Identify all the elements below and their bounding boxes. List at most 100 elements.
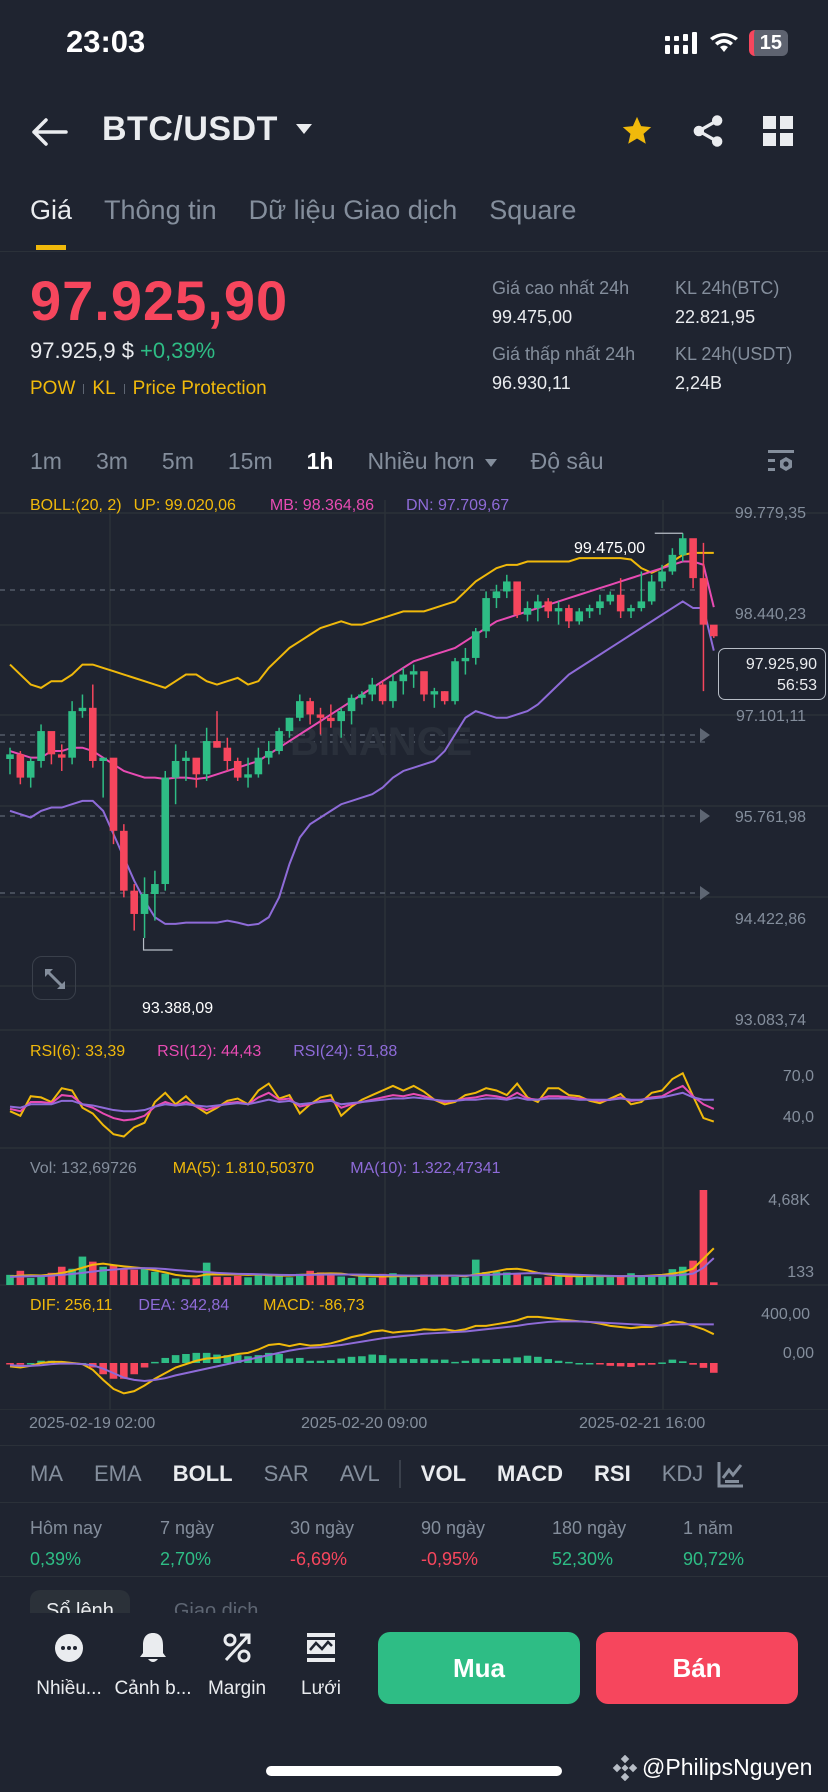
date-label: 2025-02-20 09:00	[301, 1415, 428, 1432]
price-axis-label: 94.422,86	[734, 911, 806, 928]
indicator-ma[interactable]: MA	[30, 1461, 63, 1486]
tf-depth[interactable]: Độ sâu	[530, 448, 604, 474]
vol-btc-label: KL 24h(BTC)	[675, 278, 780, 298]
grid-trading-button[interactable]: Lưới	[282, 1628, 360, 1700]
tab-trading-data[interactable]: Dữ liệu Giao dịch	[248, 195, 458, 225]
tag-kl[interactable]: KL	[92, 378, 116, 399]
svg-text:BINANCE: BINANCE	[290, 720, 472, 764]
macd-legend: DIF: 256,11 DEA: 342,84 MACD: -86,73	[30, 1297, 365, 1315]
rsi-legend: RSI(6): 33,39 RSI(12): 44,43 RSI(24): 51…	[30, 1043, 397, 1061]
boll-params: BOLL:(20, 2)	[30, 497, 122, 514]
indicator-avl[interactable]: AVL	[339, 1461, 380, 1486]
tf-15m[interactable]: 15m	[227, 448, 273, 474]
tf-5m[interactable]: 5m	[161, 448, 194, 474]
tf-more-dropdown[interactable]: Nhiều hơn	[367, 448, 497, 475]
margin-button[interactable]: Margin	[198, 1628, 276, 1700]
alert-button[interactable]: Cảnh b...	[114, 1628, 192, 1700]
tab-orderbook[interactable]: Sổ lệnh	[30, 1590, 130, 1614]
price-axis-label: 99.779,35	[734, 505, 806, 522]
perf-180d: 180 ngày 52,30%	[552, 1518, 627, 1569]
chart-settings-icon[interactable]	[768, 449, 796, 475]
home-indicator[interactable]	[266, 1766, 562, 1776]
dea-value: DEA: 342,84	[138, 1297, 230, 1314]
expand-icon	[45, 969, 65, 989]
vol-ma5-value: MA(5): 1.810,50370	[172, 1160, 315, 1177]
vol-value: Vol: 132,69726	[30, 1160, 137, 1177]
back-arrow-icon[interactable]	[30, 114, 70, 150]
indicator-rsi[interactable]: RSI	[594, 1461, 631, 1486]
price-axis-label: 97.101,11	[736, 708, 806, 725]
tab-trades[interactable]: Giao dịch	[173, 1600, 259, 1614]
percent-icon	[223, 1633, 251, 1663]
perf-1y: 1 năm 90,72%	[683, 1518, 745, 1569]
tag-pow[interactable]: POW	[30, 378, 76, 399]
timeframe-selector: 1m 3m 5m 15m 1h Nhiều hơn Độ sâu	[30, 448, 637, 475]
buy-button[interactable]: Mua	[378, 1632, 580, 1704]
tab-price[interactable]: Giá	[30, 195, 73, 225]
low-24h-value: 96.930,11	[492, 373, 571, 393]
rsi-axis-label: 40,0	[782, 1109, 814, 1126]
kline-chart[interactable]: BINANCE	[0, 490, 828, 1410]
status-icons: 15	[664, 30, 788, 56]
price-axis-label: 98.440,23	[734, 606, 806, 623]
price-change: +0,39%	[139, 338, 216, 363]
grid-trading-icon	[307, 1633, 335, 1662]
vol-usdt-label: KL 24h(USDT)	[675, 344, 793, 364]
current-price-tag: 97.925,90 56:53	[718, 648, 826, 700]
boll-legend: BOLL:(20, 2) UP: 99.020,06 MB: 98.364,86…	[30, 497, 509, 515]
tf-1h[interactable]: 1h	[306, 448, 334, 474]
pair-selector[interactable]: BTC/USDT	[102, 110, 278, 148]
fiat-price: 97.925,9 $	[30, 338, 134, 363]
more-icon	[55, 1634, 83, 1662]
alert-label: Cảnh b...	[114, 1678, 192, 1699]
vol-axis-label: 4,68K	[768, 1192, 810, 1209]
boll-dn: DN: 97.709,67	[405, 497, 510, 514]
indicator-kdj[interactable]: KDJ	[661, 1461, 704, 1486]
indicator-vol[interactable]: VOL	[420, 1461, 467, 1486]
boll-up: UP: 99.020,06	[133, 497, 236, 514]
chevron-down-icon	[484, 458, 497, 467]
fullscreen-button[interactable]	[32, 956, 76, 1000]
bell-icon	[140, 1633, 166, 1662]
vol-btc-value: 22.821,95	[675, 307, 756, 327]
tab-square[interactable]: Square	[489, 195, 577, 225]
status-time: 23:03	[66, 24, 146, 59]
tab-info[interactable]: Thông tin	[104, 195, 217, 225]
tf-3m[interactable]: 3m	[95, 448, 128, 474]
indicator-ema[interactable]: EMA	[94, 1461, 142, 1486]
price-axis-label: 95.761,98	[734, 809, 806, 826]
rsi24-value: RSI(24): 51,88	[293, 1043, 398, 1060]
grid-icon[interactable]	[763, 116, 793, 146]
tag-row: POW KL Price Protection	[30, 378, 267, 400]
binance-logo-icon	[612, 1754, 638, 1781]
tf-more-label: Nhiều hơn	[367, 448, 475, 474]
active-tab-indicator	[36, 245, 66, 250]
indicator-sar[interactable]: SAR	[263, 1461, 309, 1486]
vol-legend: Vol: 132,69726 MA(5): 1.810,50370 MA(10)…	[30, 1160, 501, 1178]
macd-axis-label: 0,00	[782, 1345, 814, 1362]
candle-countdown: 56:53	[776, 677, 817, 694]
dif-value: DIF: 256,11	[30, 1297, 113, 1314]
indicator-boll[interactable]: BOLL	[172, 1461, 233, 1486]
indicator-macd[interactable]: MACD	[497, 1461, 564, 1486]
high-24h-value: 99.475,00	[492, 307, 573, 327]
indicator-settings-icon[interactable]	[717, 1460, 745, 1488]
share-icon[interactable]	[692, 114, 724, 148]
tf-1m[interactable]: 1m	[30, 448, 62, 474]
more-button[interactable]: Nhiều...	[30, 1628, 108, 1700]
macd-value: MACD: -86,73	[263, 1297, 365, 1314]
chevron-down-icon[interactable]	[296, 124, 312, 134]
margin-label: Margin	[207, 1678, 267, 1699]
battery-indicator: 15	[748, 30, 788, 56]
price-axis-label: 93.083,74	[734, 1012, 806, 1029]
macd-axis-label: 400,00	[761, 1306, 810, 1323]
perf-30d: 30 ngày -6,69%	[290, 1518, 355, 1569]
date-label: 2025-02-19 02:00	[29, 1415, 156, 1432]
sell-button[interactable]: Bán	[596, 1632, 798, 1704]
tag-price-protection[interactable]: Price Protection	[132, 378, 267, 399]
star-icon[interactable]	[620, 114, 654, 148]
current-price: 97.925,90	[745, 656, 817, 673]
fiat-price-row: 97.925,9 $ +0,39%	[30, 338, 215, 364]
rsi6-value: RSI(6): 33,39	[30, 1043, 126, 1060]
last-price: 97.925,90	[30, 269, 289, 332]
